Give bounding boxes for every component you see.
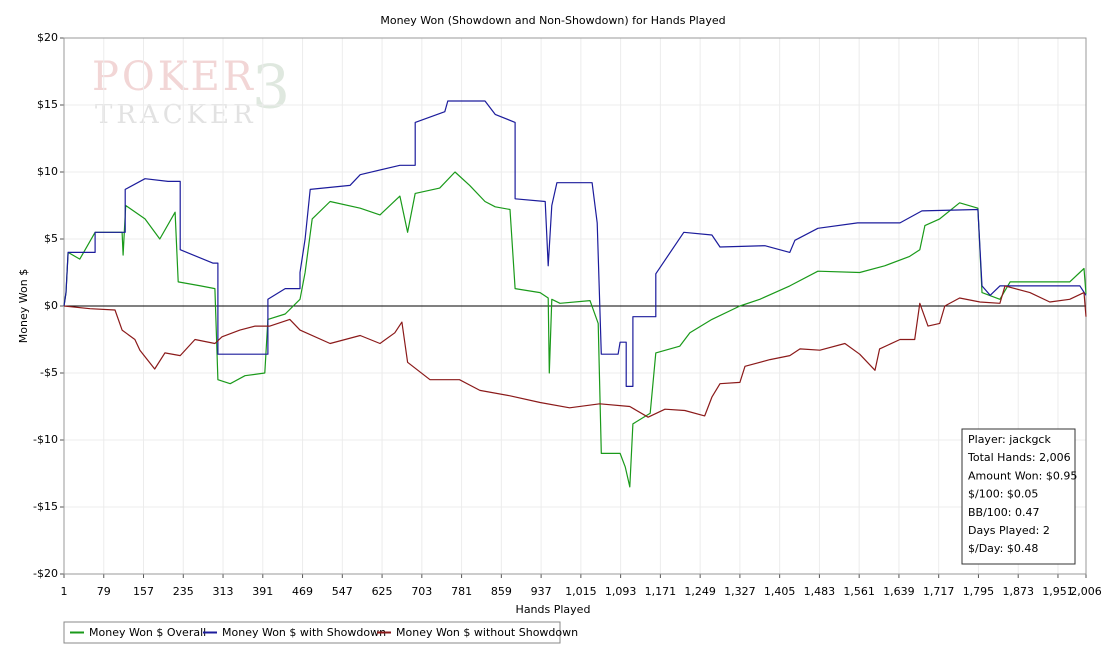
x-tick-label: 391 [252,585,273,598]
x-tick-label: 2,006 [1070,585,1102,598]
x-tick-label: 1,795 [963,585,995,598]
info-text: BB/100: 0.47 [968,506,1040,519]
y-tick-label: $0 [44,299,58,312]
x-tick-label: 313 [213,585,234,598]
y-tick-label: -$10 [33,433,58,446]
x-tick-label: 703 [411,585,432,598]
series-line [63,285,1087,418]
legend-label: Money Won $ Overall [89,626,206,639]
info-text: $/Day: $0.48 [968,542,1038,555]
y-axis-label: Money Won $ [17,269,30,343]
x-tick-label: 1,015 [565,585,597,598]
x-tick-label: 625 [372,585,393,598]
y-tick-label: $5 [44,232,58,245]
x-tick-label: 547 [332,585,353,598]
y-tick-label: -$20 [33,567,58,580]
info-box [961,428,1076,565]
chart-title: Money Won (Showdown and Non-Showdown) fo… [380,14,725,27]
x-tick-label: 1,171 [645,585,677,598]
x-tick-label: 157 [133,585,154,598]
info-text: $/100: $0.05 [968,488,1038,501]
legend-label: Money Won $ without Showdown [396,626,578,639]
x-tick-label: 1,483 [804,585,836,598]
legend-box [63,621,561,644]
x-tick-label: 79 [97,585,111,598]
x-tick-label: 1,327 [724,585,756,598]
y-tick-label: $15 [37,98,58,111]
info-text: Amount Won: $0.95 [968,469,1077,482]
series-line [63,100,1087,387]
info-text: Days Played: 2 [968,524,1050,537]
info-text: Player: jackgck [968,433,1051,446]
x-tick-label: 1,951 [1042,585,1074,598]
x-tick-label: 859 [491,585,512,598]
x-tick-label: 1,249 [684,585,716,598]
watermark: POKER [92,54,256,100]
x-tick-label: 1,093 [605,585,637,598]
info-text: Total Hands: 2,006 [967,451,1071,464]
x-tick-label: 1,561 [843,585,875,598]
x-tick-label: 1 [61,585,68,598]
x-tick-label: 469 [292,585,313,598]
y-tick-label: -$5 [40,366,58,379]
x-tick-label: 781 [451,585,472,598]
x-tick-label: 235 [173,585,194,598]
x-tick-label: 937 [531,585,552,598]
series-line [63,171,1087,488]
x-tick-label: 1,717 [923,585,955,598]
watermark: 3 [252,53,290,123]
x-tick-label: 1,873 [1002,585,1034,598]
x-tick-label: 1,405 [764,585,796,598]
y-tick-label: -$15 [33,500,58,513]
x-axis-label: Hands Played [516,603,591,616]
x-tick-label: 1,639 [883,585,915,598]
y-tick-label: $10 [37,165,58,178]
legend-label: Money Won $ with Showdown [222,626,386,639]
y-tick-label: $20 [37,31,58,44]
